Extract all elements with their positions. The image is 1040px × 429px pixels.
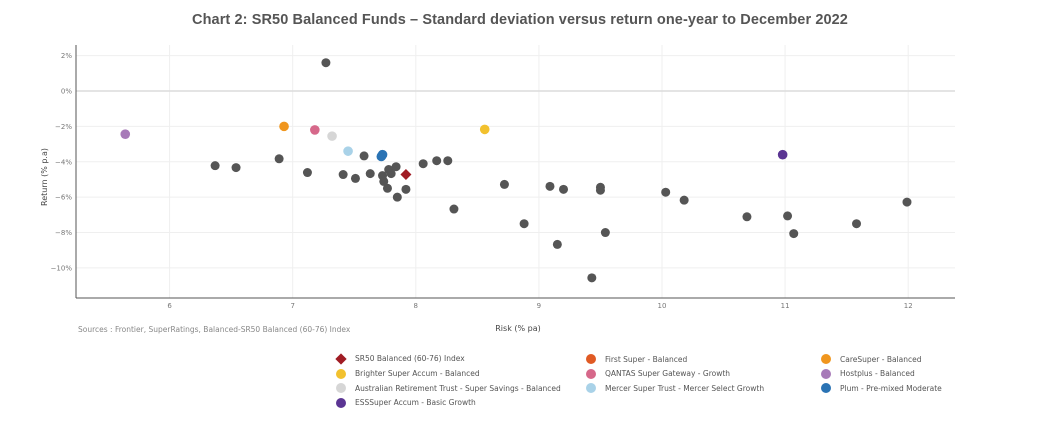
data-point-other-fund bbox=[443, 156, 453, 166]
legend-label: CareSuper - Balanced bbox=[840, 354, 922, 364]
data-points bbox=[120, 58, 912, 283]
circle-marker-icon bbox=[336, 397, 346, 408]
circle-marker-icon bbox=[821, 368, 831, 379]
data-point-esssuper-accum-basic-growth bbox=[777, 149, 788, 160]
legend-label: First Super - Balanced bbox=[605, 354, 688, 364]
data-point-other-fund bbox=[519, 219, 529, 229]
data-point-hostplus-balanced bbox=[120, 129, 131, 139]
legend-item[interactable]: ESSSuper Accum - Basic Growth bbox=[336, 397, 476, 408]
data-point-other-fund bbox=[382, 183, 392, 193]
data-point-other-fund bbox=[338, 170, 348, 180]
y-tick-label: 2% bbox=[61, 52, 72, 60]
circle-marker-icon bbox=[336, 383, 346, 393]
data-point-other-fund bbox=[789, 229, 799, 239]
source-note: Sources : Frontier, SuperRatings, Balanc… bbox=[78, 325, 351, 334]
data-point-other-fund bbox=[552, 239, 562, 249]
x-tick-label: 11 bbox=[781, 302, 790, 310]
data-point-brighter-super-accum-balanced bbox=[479, 124, 490, 135]
data-point-other-fund bbox=[679, 195, 689, 205]
data-point-other-fund bbox=[359, 151, 369, 161]
legend-item[interactable]: First Super - Balanced bbox=[586, 354, 687, 364]
data-point-other-fund bbox=[418, 159, 428, 169]
circle-marker-icon bbox=[586, 383, 596, 393]
circle-marker-icon bbox=[586, 368, 596, 379]
circle-marker-icon bbox=[821, 354, 831, 364]
data-point-other-fund bbox=[545, 181, 555, 191]
data-point-other-fund bbox=[902, 197, 912, 207]
x-tick-label: 8 bbox=[414, 302, 418, 310]
y-axis-title: Return (% p.a) bbox=[40, 148, 49, 206]
y-tick-label: −10% bbox=[51, 264, 73, 272]
data-point-australian-retirement-trust-super-savings-balanced bbox=[327, 131, 337, 141]
legend-label: ESSSuper Accum - Basic Growth bbox=[355, 398, 476, 407]
data-point-other-fund bbox=[449, 204, 459, 214]
data-point-other-fund bbox=[321, 58, 331, 68]
data-point-other-fund bbox=[432, 156, 442, 166]
x-tick-label: 9 bbox=[537, 302, 541, 310]
legend-item[interactable]: Australian Retirement Trust - Super Savi… bbox=[336, 383, 561, 393]
data-point-other-fund bbox=[210, 161, 220, 171]
legend-item[interactable]: Hostplus - Balanced bbox=[821, 368, 915, 379]
data-point-other-fund bbox=[231, 163, 241, 173]
data-point-other-fund bbox=[401, 184, 411, 194]
y-tick-label: −4% bbox=[55, 158, 72, 166]
x-tick-label: 12 bbox=[904, 302, 913, 310]
legend-label: SR50 Balanced (60-76) Index bbox=[355, 354, 465, 363]
data-point-other-fund bbox=[559, 184, 569, 194]
data-point-other-fund bbox=[274, 154, 284, 164]
chart-title: Chart 2: SR50 Balanced Funds – Standard … bbox=[192, 12, 848, 28]
legend-label: QANTAS Super Gateway - Growth bbox=[605, 369, 731, 378]
data-point-other-fund bbox=[350, 173, 360, 183]
legend-label: Brighter Super Accum - Balanced bbox=[355, 369, 480, 378]
legend-item[interactable]: QANTAS Super Gateway - Growth bbox=[586, 368, 731, 379]
data-point-other-fund bbox=[595, 185, 605, 195]
legend-label: Mercer Super Trust - Mercer Select Growt… bbox=[605, 383, 765, 393]
data-point-other-fund bbox=[499, 179, 509, 189]
y-tick-label: −8% bbox=[55, 229, 72, 237]
circle-marker-icon bbox=[586, 354, 596, 364]
data-point-other-fund bbox=[587, 273, 597, 283]
legend-item[interactable]: Mercer Super Trust - Mercer Select Growt… bbox=[586, 383, 764, 393]
axes bbox=[75, 45, 955, 299]
x-tick-label: 10 bbox=[658, 302, 667, 310]
data-point-other-fund bbox=[852, 219, 862, 229]
data-point-other-fund bbox=[379, 176, 389, 186]
data-point-plum-pre-mixed-moderate bbox=[376, 151, 387, 162]
x-axis-title: Risk (% pa) bbox=[495, 324, 541, 333]
x-tick-label: 7 bbox=[290, 302, 294, 310]
data-point-caresuper-balanced bbox=[279, 121, 289, 132]
data-point-other-fund bbox=[386, 169, 396, 179]
tick-labels: 6 7 8 9 10 11 12 2% 0% −2% −4% −6% −8% −10% bbox=[51, 52, 913, 310]
data-point-mercer-super-trust-mercer-select-growth bbox=[343, 146, 353, 156]
data-point-other-fund bbox=[391, 162, 401, 172]
diamond-marker-icon bbox=[335, 352, 347, 365]
data-point-other-fund bbox=[302, 168, 312, 178]
legend-item[interactable]: SR50 Balanced (60-76) Index bbox=[335, 352, 465, 365]
legend-item[interactable]: Plum - Pre-mixed Moderate bbox=[821, 383, 942, 393]
y-tick-label: −2% bbox=[55, 123, 72, 131]
data-point-other-fund bbox=[365, 169, 375, 179]
x-tick-label: 6 bbox=[167, 302, 172, 310]
circle-marker-icon bbox=[336, 368, 346, 379]
legend-label: Australian Retirement Trust - Super Savi… bbox=[355, 383, 561, 393]
legend-label: Hostplus - Balanced bbox=[840, 369, 915, 378]
data-point-other-fund bbox=[661, 187, 671, 197]
y-tick-label: −6% bbox=[55, 194, 72, 202]
data-point-other-fund bbox=[392, 192, 402, 202]
grid bbox=[76, 45, 955, 298]
legend-item[interactable]: CareSuper - Balanced bbox=[821, 354, 922, 364]
data-point-other-fund bbox=[783, 211, 793, 221]
y-tick-label: 0% bbox=[61, 88, 72, 96]
data-point-sr50-balanced-60-76-index bbox=[400, 169, 412, 181]
legend-item[interactable]: Brighter Super Accum - Balanced bbox=[336, 368, 480, 379]
circle-marker-icon bbox=[821, 383, 831, 393]
legend-label: Plum - Pre-mixed Moderate bbox=[840, 383, 942, 393]
data-point-other-fund bbox=[600, 228, 610, 238]
data-point-other-fund bbox=[742, 212, 752, 222]
data-point-qantas-super-gateway-growth bbox=[310, 125, 320, 135]
